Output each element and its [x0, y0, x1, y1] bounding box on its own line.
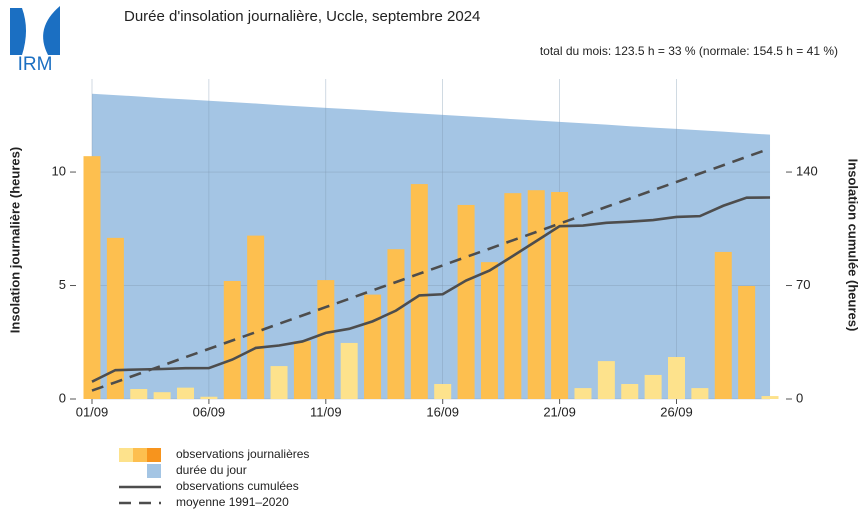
bar [387, 249, 405, 399]
bar [480, 262, 498, 399]
legend-swatch [147, 464, 161, 478]
y2-tick-label: 140 [796, 163, 818, 178]
legend-item: observations cumulées [119, 479, 299, 493]
logo: IRM [10, 6, 60, 75]
bar [504, 193, 522, 399]
y-tick-label: 10 [52, 163, 66, 178]
logo-shape [10, 8, 26, 55]
bar [434, 384, 452, 399]
bar [761, 396, 779, 399]
bar [270, 366, 288, 399]
x-tick-label: 16/09 [426, 404, 459, 419]
y-axis-label: Insolation journalière (heures) [7, 147, 22, 333]
bar [83, 156, 101, 399]
bar [364, 294, 382, 399]
legend-label: durée du jour [176, 463, 247, 477]
y-tick-label: 0 [59, 390, 66, 405]
x-tick-label: 01/09 [76, 404, 109, 419]
legend-swatch [133, 448, 147, 462]
bar [621, 384, 639, 399]
legend-swatch [147, 448, 161, 462]
legend-label: observations journalières [176, 447, 309, 461]
chart-title: Durée d'insolation journalière, Uccle, s… [124, 8, 480, 25]
bar [410, 184, 428, 399]
bar [691, 388, 709, 399]
x-tick-label: 06/09 [193, 404, 226, 419]
y2-axis-label: Insolation cumulée (heures) [846, 159, 861, 332]
line [91, 196, 771, 383]
logo-shape [43, 6, 60, 55]
bar [106, 237, 124, 399]
y-tick-label: 5 [59, 277, 66, 292]
bar [644, 374, 662, 399]
bar [130, 389, 148, 399]
x-tick-label: 21/09 [543, 404, 576, 419]
logo-text: IRM [18, 54, 53, 75]
bar [153, 392, 171, 399]
legend-label: observations cumulées [176, 479, 299, 493]
legend-swatch [119, 448, 133, 462]
bar [597, 361, 615, 399]
legend-item: observations journalières [119, 447, 309, 462]
legend-label: moyenne 1991–2020 [176, 495, 289, 509]
y2-tick-label: 0 [796, 390, 803, 405]
bar [293, 341, 311, 399]
bar [177, 387, 195, 399]
bar [527, 190, 545, 399]
bar [668, 357, 685, 399]
bar [457, 204, 475, 399]
x-tick-label: 11/09 [310, 404, 342, 419]
legend-item: moyenne 1991–2020 [119, 495, 289, 509]
bar [714, 251, 732, 399]
chart-subtitle: total du mois: 123.5 h = 33 % (normale: … [540, 44, 838, 58]
legend-item: durée du jour [147, 463, 247, 478]
bar [551, 192, 569, 399]
bar [200, 396, 218, 399]
x-tick-label: 26/09 [660, 404, 693, 419]
y2-tick-label: 70 [796, 277, 810, 292]
bar [340, 342, 358, 399]
bar [738, 285, 756, 399]
bar [247, 235, 265, 399]
bar [317, 280, 335, 399]
bar [574, 388, 592, 399]
